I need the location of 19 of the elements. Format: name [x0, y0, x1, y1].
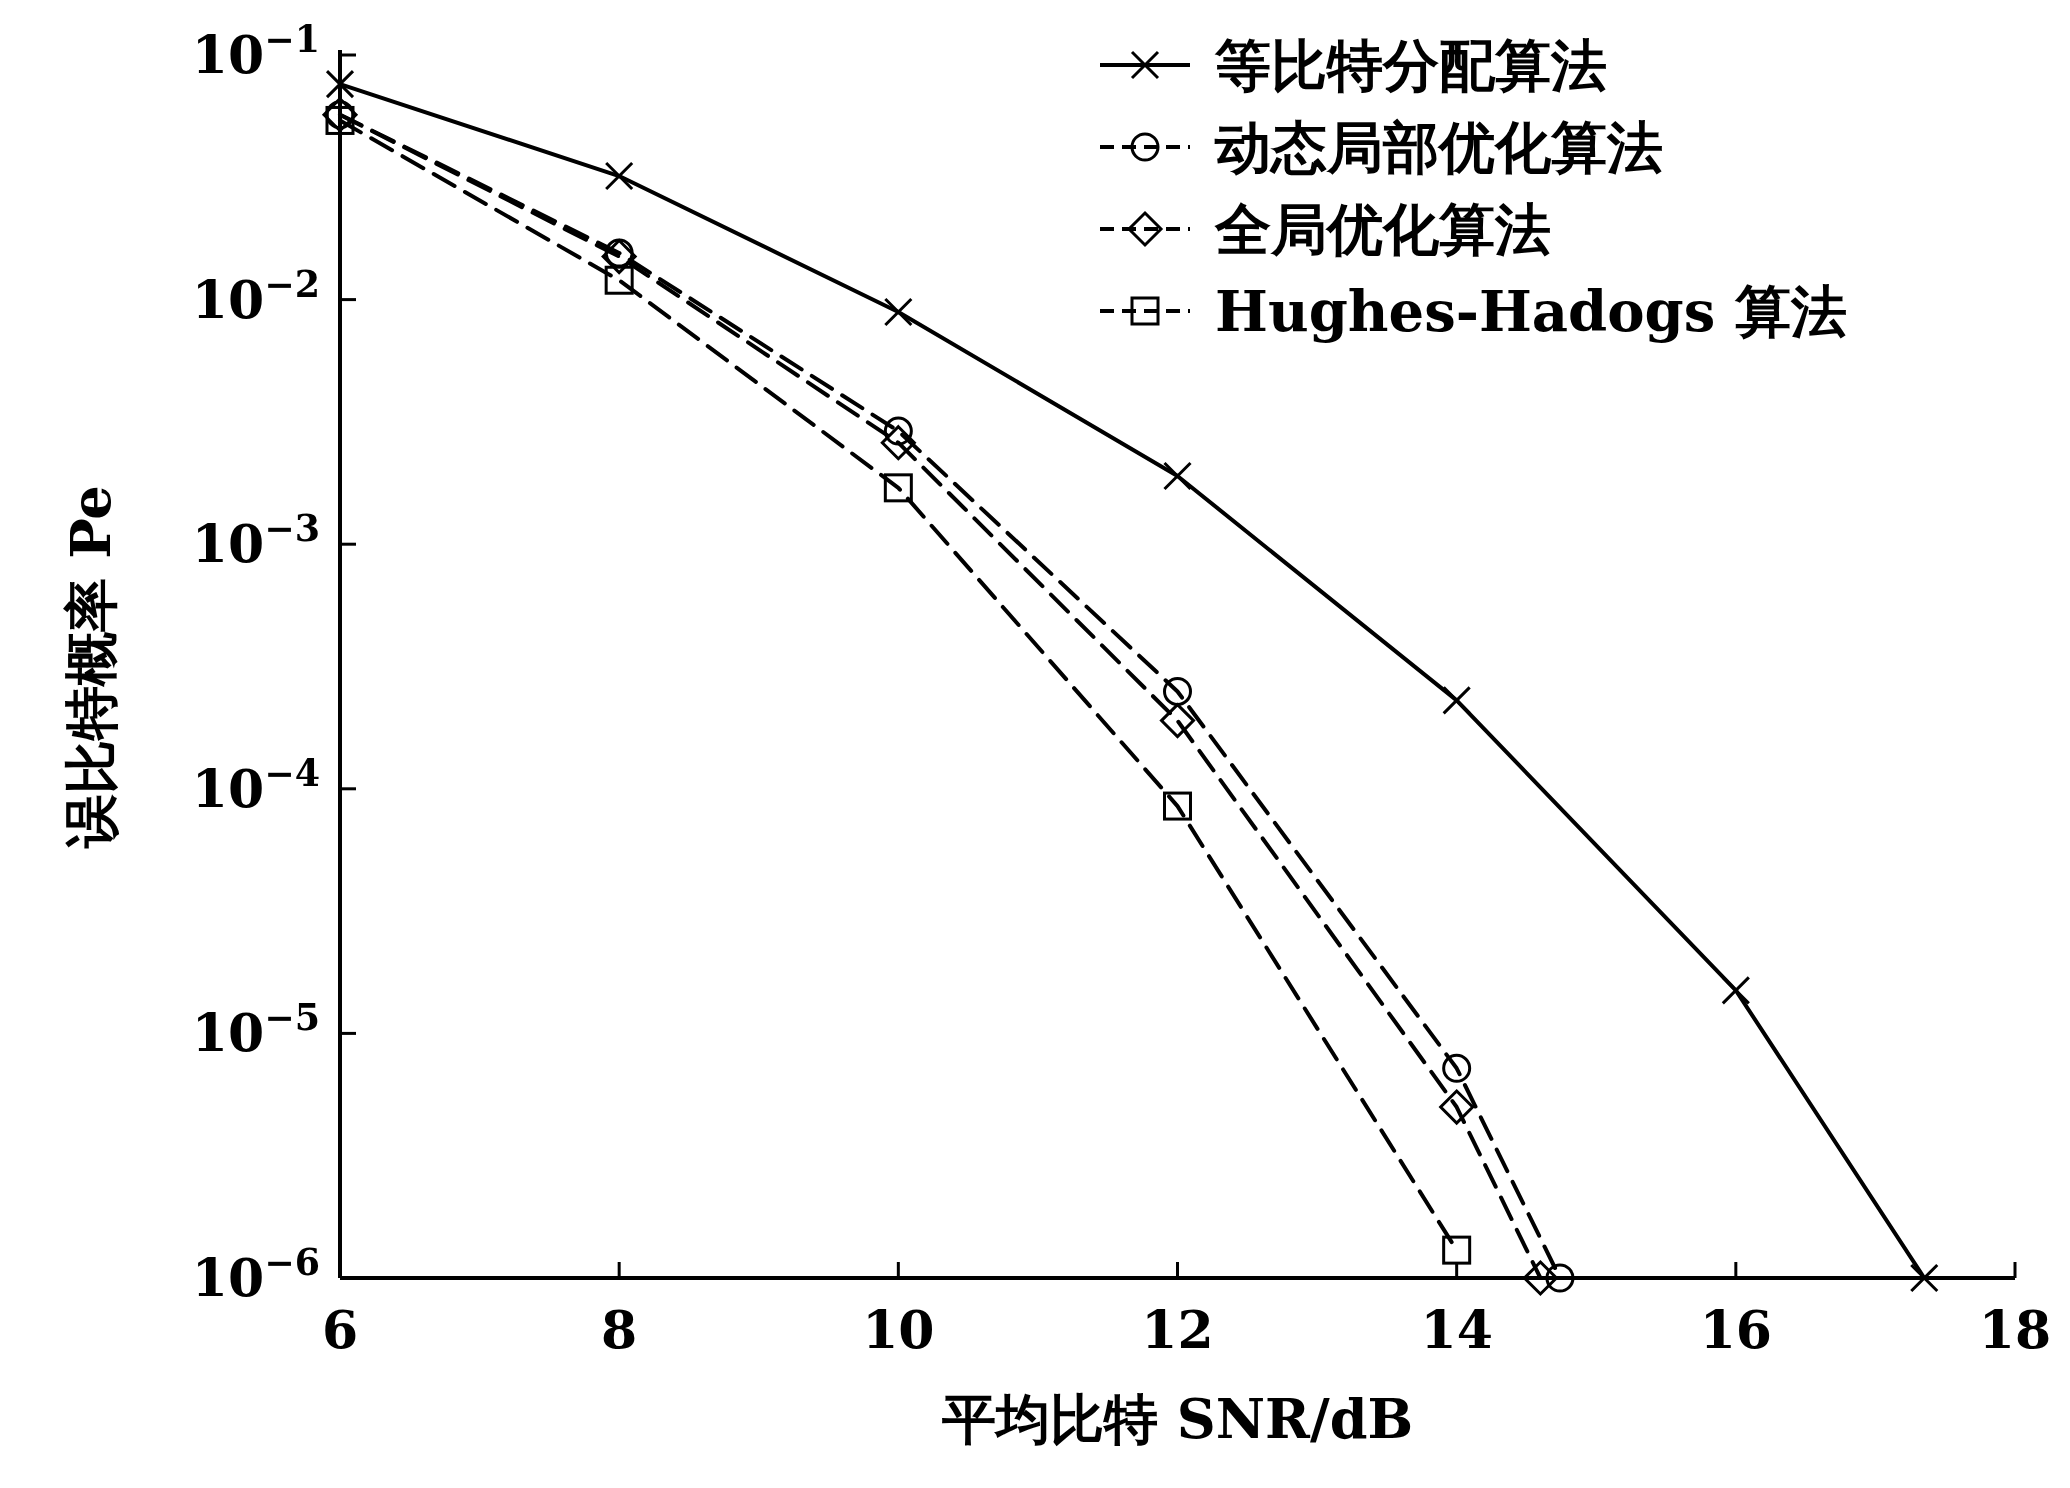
y-tick-label: 10$^{−2}$ [191, 262, 320, 330]
x-tick-label: 10 [862, 1299, 935, 1360]
x-tick-label: 8 [601, 1299, 638, 1360]
x-axis-title: 平均比特 SNR/dB [940, 1387, 1414, 1451]
x-tick-label: 12 [1141, 1299, 1214, 1360]
y-tick-label: 10$^{−6}$ [191, 1240, 320, 1308]
y-tick-label: 10$^{−1}$ [191, 17, 320, 85]
y-tick-label: 10$^{−5}$ [191, 995, 320, 1064]
y-axis-title: 误比特概率 Pe [59, 485, 123, 849]
x-tick-label: 16 [1699, 1299, 1773, 1360]
legend-label: 动态局部优化算法 [1214, 114, 1663, 180]
legend-label: 等比特分配算法 [1214, 32, 1607, 98]
legend-label: Hughes-Hadogs 算法 [1215, 278, 1847, 344]
x-tick-label: 18 [1978, 1299, 2052, 1360]
x-tick-label: 14 [1420, 1299, 1493, 1360]
y-tick-label: 10$^{−3}$ [191, 506, 320, 575]
legend-label: 全局优化算法 [1214, 196, 1551, 262]
y-tick-label: 10$^{−4}$ [191, 751, 320, 819]
x-tick-label: 6 [321, 1299, 359, 1360]
